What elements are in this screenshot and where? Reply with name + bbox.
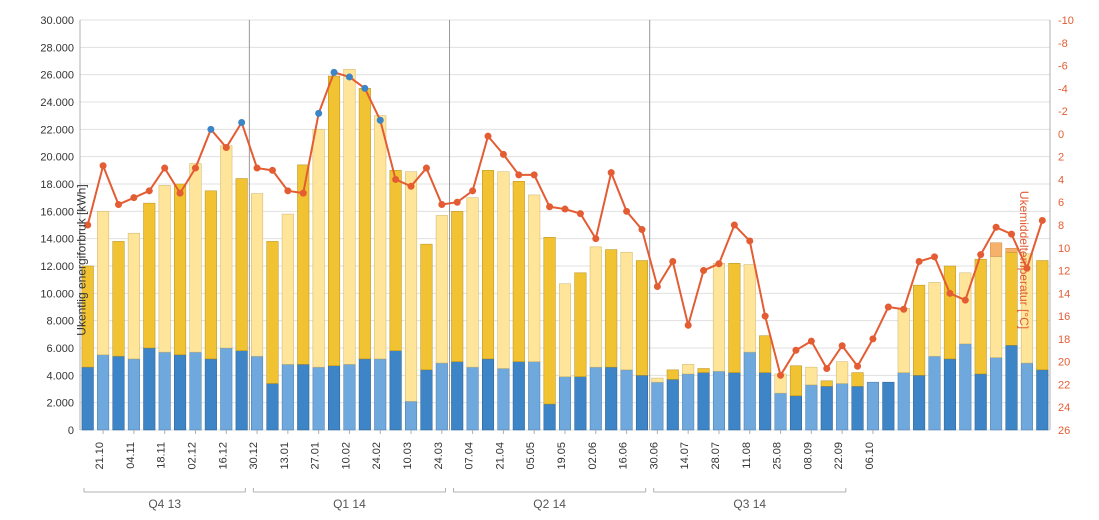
svg-text:Q3 14: Q3 14 — [733, 497, 766, 511]
svg-text:-2: -2 — [1058, 106, 1068, 118]
y-right-axis-label: Ukemiddeltemperatur [°C] — [1017, 191, 1031, 329]
svg-text:26: 26 — [1058, 425, 1070, 437]
svg-text:30.12: 30.12 — [248, 442, 260, 470]
svg-text:10.02: 10.02 — [340, 442, 352, 470]
svg-text:-4: -4 — [1058, 83, 1068, 95]
svg-text:10.000: 10.000 — [40, 288, 74, 300]
svg-text:0: 0 — [1058, 129, 1064, 141]
svg-text:4.000: 4.000 — [46, 370, 74, 382]
svg-text:07.04: 07.04 — [464, 442, 476, 470]
svg-text:22.09: 22.09 — [833, 442, 845, 470]
svg-text:30.06: 30.06 — [648, 442, 660, 470]
svg-text:18.11: 18.11 — [156, 442, 168, 469]
svg-text:20: 20 — [1058, 357, 1070, 369]
svg-text:8: 8 — [1058, 220, 1064, 232]
svg-text:2: 2 — [1058, 152, 1064, 164]
svg-text:12.000: 12.000 — [40, 261, 74, 273]
svg-text:6: 6 — [1058, 197, 1064, 209]
svg-text:0: 0 — [68, 425, 74, 437]
svg-text:02.12: 02.12 — [186, 442, 198, 470]
svg-text:06.10: 06.10 — [864, 442, 876, 470]
svg-text:10: 10 — [1058, 243, 1070, 255]
svg-text:-8: -8 — [1058, 38, 1068, 50]
svg-text:14.07: 14.07 — [679, 442, 691, 470]
svg-text:22: 22 — [1058, 379, 1070, 391]
svg-text:18: 18 — [1058, 334, 1070, 346]
svg-text:18.000: 18.000 — [40, 179, 74, 191]
svg-text:21.10: 21.10 — [94, 442, 106, 470]
svg-text:16.000: 16.000 — [40, 206, 74, 218]
svg-text:04.11: 04.11 — [125, 442, 137, 469]
svg-text:6.000: 6.000 — [46, 343, 74, 355]
svg-text:16.06: 16.06 — [618, 442, 630, 470]
svg-text:02.06: 02.06 — [587, 442, 599, 470]
chart-svg: 0 2.000 4.000 6.000 8.000 10.000 12.000 14.000 1… — [0, 0, 1099, 520]
svg-text:22.000: 22.000 — [40, 124, 74, 136]
svg-text:24.000: 24.000 — [40, 97, 74, 109]
svg-text:16: 16 — [1058, 311, 1070, 323]
svg-text:28.07: 28.07 — [710, 442, 722, 470]
svg-text:4: 4 — [1058, 174, 1064, 186]
svg-text:30.000: 30.000 — [40, 15, 74, 27]
svg-text:-6: -6 — [1058, 61, 1068, 73]
svg-text:27.01: 27.01 — [310, 442, 322, 470]
svg-text:Q2 14: Q2 14 — [533, 497, 566, 511]
svg-text:16.12: 16.12 — [217, 442, 229, 470]
svg-text:14.000: 14.000 — [40, 234, 74, 246]
svg-text:13.01: 13.01 — [279, 442, 291, 470]
svg-text:24.03: 24.03 — [433, 442, 445, 470]
svg-text:05.05: 05.05 — [525, 442, 537, 470]
svg-text:20.000: 20.000 — [40, 152, 74, 164]
svg-text:08.09: 08.09 — [802, 442, 814, 470]
svg-text:24.02: 24.02 — [371, 442, 383, 470]
svg-text:Q1 14: Q1 14 — [333, 497, 366, 511]
svg-text:8.000: 8.000 — [46, 316, 74, 328]
svg-text:25.08: 25.08 — [772, 442, 784, 470]
energy-chart: Ukentlig energiforbruk [kWh] Ukemiddelte… — [0, 0, 1099, 520]
svg-text:24: 24 — [1058, 402, 1070, 414]
svg-text:10.03: 10.03 — [402, 442, 414, 470]
svg-text:2.000: 2.000 — [46, 398, 74, 410]
svg-text:14: 14 — [1058, 288, 1070, 300]
svg-text:28.000: 28.000 — [40, 42, 74, 54]
svg-text:12: 12 — [1058, 266, 1070, 278]
svg-text:Q4 13: Q4 13 — [148, 497, 181, 511]
svg-text:19.05: 19.05 — [556, 442, 568, 470]
y-left-axis-label: Ukentlig energiforbruk [kWh] — [75, 184, 89, 335]
svg-text:-10: -10 — [1058, 15, 1074, 27]
svg-text:21.04: 21.04 — [494, 442, 506, 470]
svg-text:26.000: 26.000 — [40, 70, 74, 82]
svg-text:11.08: 11.08 — [741, 442, 753, 469]
